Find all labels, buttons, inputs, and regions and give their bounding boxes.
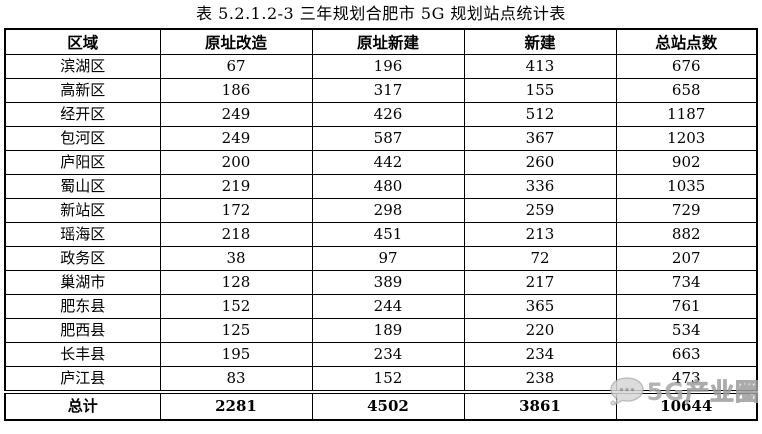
region-cell: 瑶海区 bbox=[4, 222, 161, 247]
value-cell: 172 bbox=[159, 198, 313, 223]
header-row: 区域 原址改造 原址新建 新建 总站点数 bbox=[4, 28, 758, 55]
table-row: 庐江县 83 152 238 473 bbox=[4, 366, 758, 393]
value-cell: 219 bbox=[159, 174, 313, 199]
region-cell: 政务区 bbox=[4, 246, 161, 271]
value-cell: 259 bbox=[463, 198, 617, 223]
total-cell-4: 10644 bbox=[615, 390, 758, 421]
value-cell: 152 bbox=[159, 294, 313, 319]
value-cell: 189 bbox=[311, 318, 465, 343]
region-cell: 巢湖市 bbox=[4, 270, 161, 295]
column-header-rebuild: 原址新建 bbox=[311, 28, 465, 55]
value-cell: 1203 bbox=[615, 126, 758, 151]
value-cell: 882 bbox=[615, 222, 758, 247]
value-cell: 238 bbox=[463, 366, 617, 393]
region-cell: 长丰县 bbox=[4, 342, 161, 367]
table-row: 蜀山区 219 480 336 1035 bbox=[4, 174, 758, 199]
value-cell: 155 bbox=[463, 78, 617, 103]
value-cell: 152 bbox=[311, 366, 465, 393]
value-cell: 734 bbox=[615, 270, 758, 295]
table-row: 庐阳区 200 442 260 902 bbox=[4, 150, 758, 175]
value-cell: 260 bbox=[463, 150, 617, 175]
value-cell: 128 bbox=[159, 270, 313, 295]
table-row: 新站区 172 298 259 729 bbox=[4, 198, 758, 223]
region-cell: 经开区 bbox=[4, 102, 161, 127]
value-cell: 195 bbox=[159, 342, 313, 367]
value-cell: 1035 bbox=[615, 174, 758, 199]
value-cell: 663 bbox=[615, 342, 758, 367]
value-cell: 72 bbox=[463, 246, 617, 271]
table-row: 高新区 186 317 155 658 bbox=[4, 78, 758, 103]
table-row: 包河区 249 587 367 1203 bbox=[4, 126, 758, 151]
region-cell: 庐阳区 bbox=[4, 150, 161, 175]
value-cell: 213 bbox=[463, 222, 617, 247]
table-row: 经开区 249 426 512 1187 bbox=[4, 102, 758, 127]
table-row: 瑶海区 218 451 213 882 bbox=[4, 222, 758, 247]
value-cell: 244 bbox=[311, 294, 465, 319]
value-cell: 83 bbox=[159, 366, 313, 393]
value-cell: 196 bbox=[311, 54, 465, 79]
value-cell: 365 bbox=[463, 294, 617, 319]
value-cell: 1187 bbox=[615, 102, 758, 127]
value-cell: 67 bbox=[159, 54, 313, 79]
value-cell: 200 bbox=[159, 150, 313, 175]
value-cell: 234 bbox=[311, 342, 465, 367]
region-cell: 庐江县 bbox=[4, 366, 161, 393]
value-cell: 317 bbox=[311, 78, 465, 103]
value-cell: 298 bbox=[311, 198, 465, 223]
column-header-total: 总站点数 bbox=[615, 28, 758, 55]
total-cell-2: 4502 bbox=[311, 390, 465, 421]
region-cell: 肥西县 bbox=[4, 318, 161, 343]
total-row: 总计 2281 4502 3861 10644 bbox=[4, 390, 758, 421]
region-cell: 包河区 bbox=[4, 126, 161, 151]
5g-sites-table: 区域 原址改造 原址新建 新建 总站点数 滨湖区 67 196 413 676 高新区 18… bbox=[4, 28, 758, 421]
value-cell: 336 bbox=[463, 174, 617, 199]
region-cell: 高新区 bbox=[4, 78, 161, 103]
table-row: 巢湖市 128 389 217 734 bbox=[4, 270, 758, 295]
value-cell: 761 bbox=[615, 294, 758, 319]
value-cell: 473 bbox=[615, 366, 758, 393]
table-row: 政务区 38 97 72 207 bbox=[4, 246, 758, 271]
table-row: 滨湖区 67 196 413 676 bbox=[4, 54, 758, 79]
region-cell: 肥东县 bbox=[4, 294, 161, 319]
value-cell: 729 bbox=[615, 198, 758, 223]
value-cell: 207 bbox=[615, 246, 758, 271]
region-cell: 蜀山区 bbox=[4, 174, 161, 199]
value-cell: 38 bbox=[159, 246, 313, 271]
table-row: 肥东县 152 244 365 761 bbox=[4, 294, 758, 319]
value-cell: 413 bbox=[463, 54, 617, 79]
value-cell: 658 bbox=[615, 78, 758, 103]
region-cell: 滨湖区 bbox=[4, 54, 161, 79]
value-cell: 220 bbox=[463, 318, 617, 343]
value-cell: 442 bbox=[311, 150, 465, 175]
value-cell: 234 bbox=[463, 342, 617, 367]
value-cell: 217 bbox=[463, 270, 617, 295]
value-cell: 512 bbox=[463, 102, 617, 127]
value-cell: 389 bbox=[311, 270, 465, 295]
total-label: 总计 bbox=[4, 390, 161, 421]
value-cell: 676 bbox=[615, 54, 758, 79]
value-cell: 249 bbox=[159, 102, 313, 127]
total-cell-1: 2281 bbox=[159, 390, 313, 421]
column-header-retrofit: 原址改造 bbox=[159, 28, 313, 55]
value-cell: 426 bbox=[311, 102, 465, 127]
column-header-new: 新建 bbox=[463, 28, 617, 55]
total-cell-3: 3861 bbox=[463, 390, 617, 421]
table-caption: 表 5.2.1.2-3 三年规划合肥市 5G 规划站点统计表 bbox=[196, 4, 566, 23]
value-cell: 367 bbox=[463, 126, 617, 151]
table-row: 肥西县 125 189 220 534 bbox=[4, 318, 758, 343]
column-header-region: 区域 bbox=[4, 28, 161, 55]
value-cell: 186 bbox=[159, 78, 313, 103]
region-cell: 新站区 bbox=[4, 198, 161, 223]
value-cell: 249 bbox=[159, 126, 313, 151]
value-cell: 587 bbox=[311, 126, 465, 151]
value-cell: 218 bbox=[159, 222, 313, 247]
value-cell: 480 bbox=[311, 174, 465, 199]
value-cell: 451 bbox=[311, 222, 465, 247]
value-cell: 125 bbox=[159, 318, 313, 343]
table-row: 长丰县 195 234 234 663 bbox=[4, 342, 758, 367]
value-cell: 97 bbox=[311, 246, 465, 271]
value-cell: 534 bbox=[615, 318, 758, 343]
value-cell: 902 bbox=[615, 150, 758, 175]
